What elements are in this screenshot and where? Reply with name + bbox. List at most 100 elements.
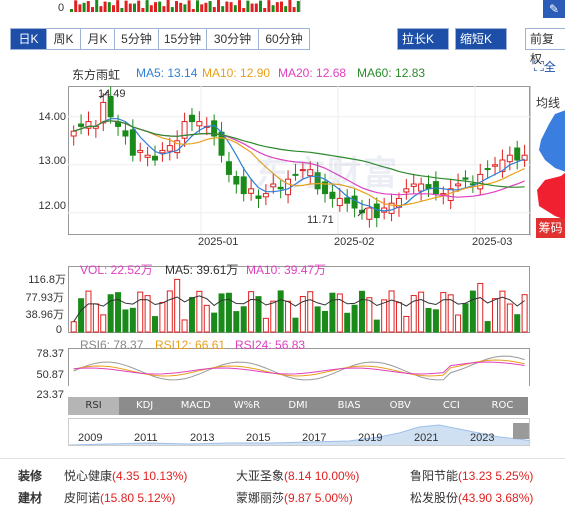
timeline-scrollbar[interactable] xyxy=(68,418,530,446)
tab-dmi[interactable]: DMI xyxy=(288,400,308,411)
top-volume-bar xyxy=(112,5,115,12)
tab-bias[interactable]: BIAS xyxy=(337,400,361,411)
shorten-kline-button[interactable]: 缩短K线 xyxy=(455,28,507,66)
top-volume-bar xyxy=(175,1,178,12)
fullscreen-icon[interactable]: ⛶全 xyxy=(534,58,556,74)
tab-rsi[interactable]: RSI xyxy=(68,397,120,415)
candle-body xyxy=(492,164,499,167)
top-volume-bar xyxy=(133,3,136,12)
stock-name: 东方雨虹 xyxy=(72,68,121,82)
kline-chart[interactable] xyxy=(68,86,530,386)
tab-obv[interactable]: OBV xyxy=(389,400,411,411)
ma-line-panel: 均线 xyxy=(530,86,565,236)
ma-line-label[interactable]: 均线 xyxy=(536,96,561,110)
vol-tick: 77.93万 xyxy=(25,292,64,304)
tab-60min[interactable]: 60分钟 xyxy=(258,28,310,50)
edit-icon[interactable]: ✎ xyxy=(543,0,565,18)
top-volume-bar xyxy=(242,8,246,12)
top-volume-bar xyxy=(128,3,132,12)
volume-bar xyxy=(181,319,188,333)
rsi-tick: 50.87 xyxy=(36,369,64,381)
volume-bar xyxy=(492,298,499,333)
year-label: 2011 xyxy=(134,432,158,444)
top-volume-bar xyxy=(238,0,241,12)
top-volume-bar xyxy=(99,6,103,12)
price-tick: 13.00 xyxy=(38,155,66,167)
candle-body xyxy=(351,195,358,209)
tab-kdj[interactable]: KDJ xyxy=(136,400,154,411)
candle-body xyxy=(85,121,92,129)
volume-bar xyxy=(506,303,513,333)
tab-week-k[interactable]: 周K xyxy=(46,28,80,50)
top-volume-bar xyxy=(267,0,271,12)
candle-body xyxy=(418,183,425,192)
volume-bar xyxy=(344,312,351,333)
tab-roc[interactable]: ROC xyxy=(491,400,514,411)
top-volume-bar xyxy=(158,1,162,12)
tab-month-k[interactable]: 月K xyxy=(80,28,114,50)
extend-kline-button[interactable]: 拉长K线 xyxy=(397,28,449,66)
candle-body xyxy=(455,183,462,187)
candle-body xyxy=(307,169,314,177)
candle-body xyxy=(484,168,491,171)
candle-body xyxy=(225,161,232,175)
tab-day-k[interactable]: 日K xyxy=(10,28,46,50)
rsi24-line xyxy=(73,361,525,375)
tab-5min[interactable]: 5分钟 xyxy=(114,28,158,50)
high-annotation: 14.49 xyxy=(98,88,126,100)
candle-body xyxy=(129,129,136,156)
top-volume-bar xyxy=(288,0,292,12)
candle-body xyxy=(100,101,107,124)
top-axis-zero: 0 xyxy=(58,2,65,14)
watermark: 东方财富 xyxy=(255,155,399,193)
volume-bar xyxy=(129,307,136,333)
candle-body xyxy=(240,176,247,195)
category-label: 装修 xyxy=(18,469,43,483)
timeline-handle[interactable] xyxy=(513,423,529,439)
top-volume-bar xyxy=(116,0,120,12)
category-label: 建材 xyxy=(18,491,43,505)
candle-body xyxy=(188,114,195,123)
related-stock[interactable]: 松发股份(43.90 3.68%) xyxy=(410,491,534,505)
forward-adjust-button[interactable]: 前复权 xyxy=(525,28,565,66)
indicator-tabs: RSI KDJ MACD W%R DMI BIAS OBV CCI ROC xyxy=(68,397,528,415)
top-volume-bar xyxy=(229,2,233,12)
top-volume-bar xyxy=(225,1,229,12)
candle-body xyxy=(410,183,417,187)
tab-cci[interactable]: CCI xyxy=(442,400,460,411)
top-volume-bar xyxy=(107,2,111,12)
related-stock[interactable]: 大亚圣象(8.14 10.00%) xyxy=(236,469,360,483)
top-volume-bar xyxy=(137,0,141,12)
volume-bar xyxy=(107,294,114,333)
candle-body xyxy=(447,188,454,201)
candle-body xyxy=(344,197,351,204)
top-strip-divider xyxy=(300,0,301,12)
price-tick: 12.00 xyxy=(38,200,66,212)
volume-bar xyxy=(137,291,144,333)
related-stock[interactable]: 悦心健康(4.35 10.13%) xyxy=(64,469,188,483)
tab-15min[interactable]: 15分钟 xyxy=(158,28,206,50)
top-volume-bar xyxy=(162,6,166,12)
candle-body xyxy=(270,183,277,188)
volume-bar xyxy=(122,309,129,333)
related-stock[interactable]: 皮阿诺(15.80 5.12%) xyxy=(64,491,176,505)
chip-button[interactable]: 筹码 xyxy=(536,218,565,238)
top-volume-bar xyxy=(95,0,99,12)
top-volume-bar xyxy=(183,4,187,12)
candle-body xyxy=(174,140,181,154)
volume-bar xyxy=(225,292,232,333)
candle-body xyxy=(166,145,173,152)
price-tick: 14.00 xyxy=(38,111,66,123)
tab-wr[interactable]: W%R xyxy=(233,400,261,411)
related-stock[interactable]: 鲁阳节能(13.23 5.25%) xyxy=(410,469,534,483)
top-volume-bar xyxy=(250,3,254,12)
tab-30min[interactable]: 30分钟 xyxy=(206,28,258,50)
candle-body xyxy=(196,121,203,127)
top-volume-bar xyxy=(166,0,170,12)
related-stock[interactable]: 蒙娜丽莎(9.87 5.00%) xyxy=(236,491,353,505)
rsi6-legend: RSI6: 78.37 xyxy=(80,338,144,352)
tab-macd[interactable]: MACD xyxy=(180,400,211,411)
volume-bar xyxy=(366,297,373,333)
low-marker xyxy=(357,207,367,217)
rsi-tick: 78.37 xyxy=(36,348,64,360)
